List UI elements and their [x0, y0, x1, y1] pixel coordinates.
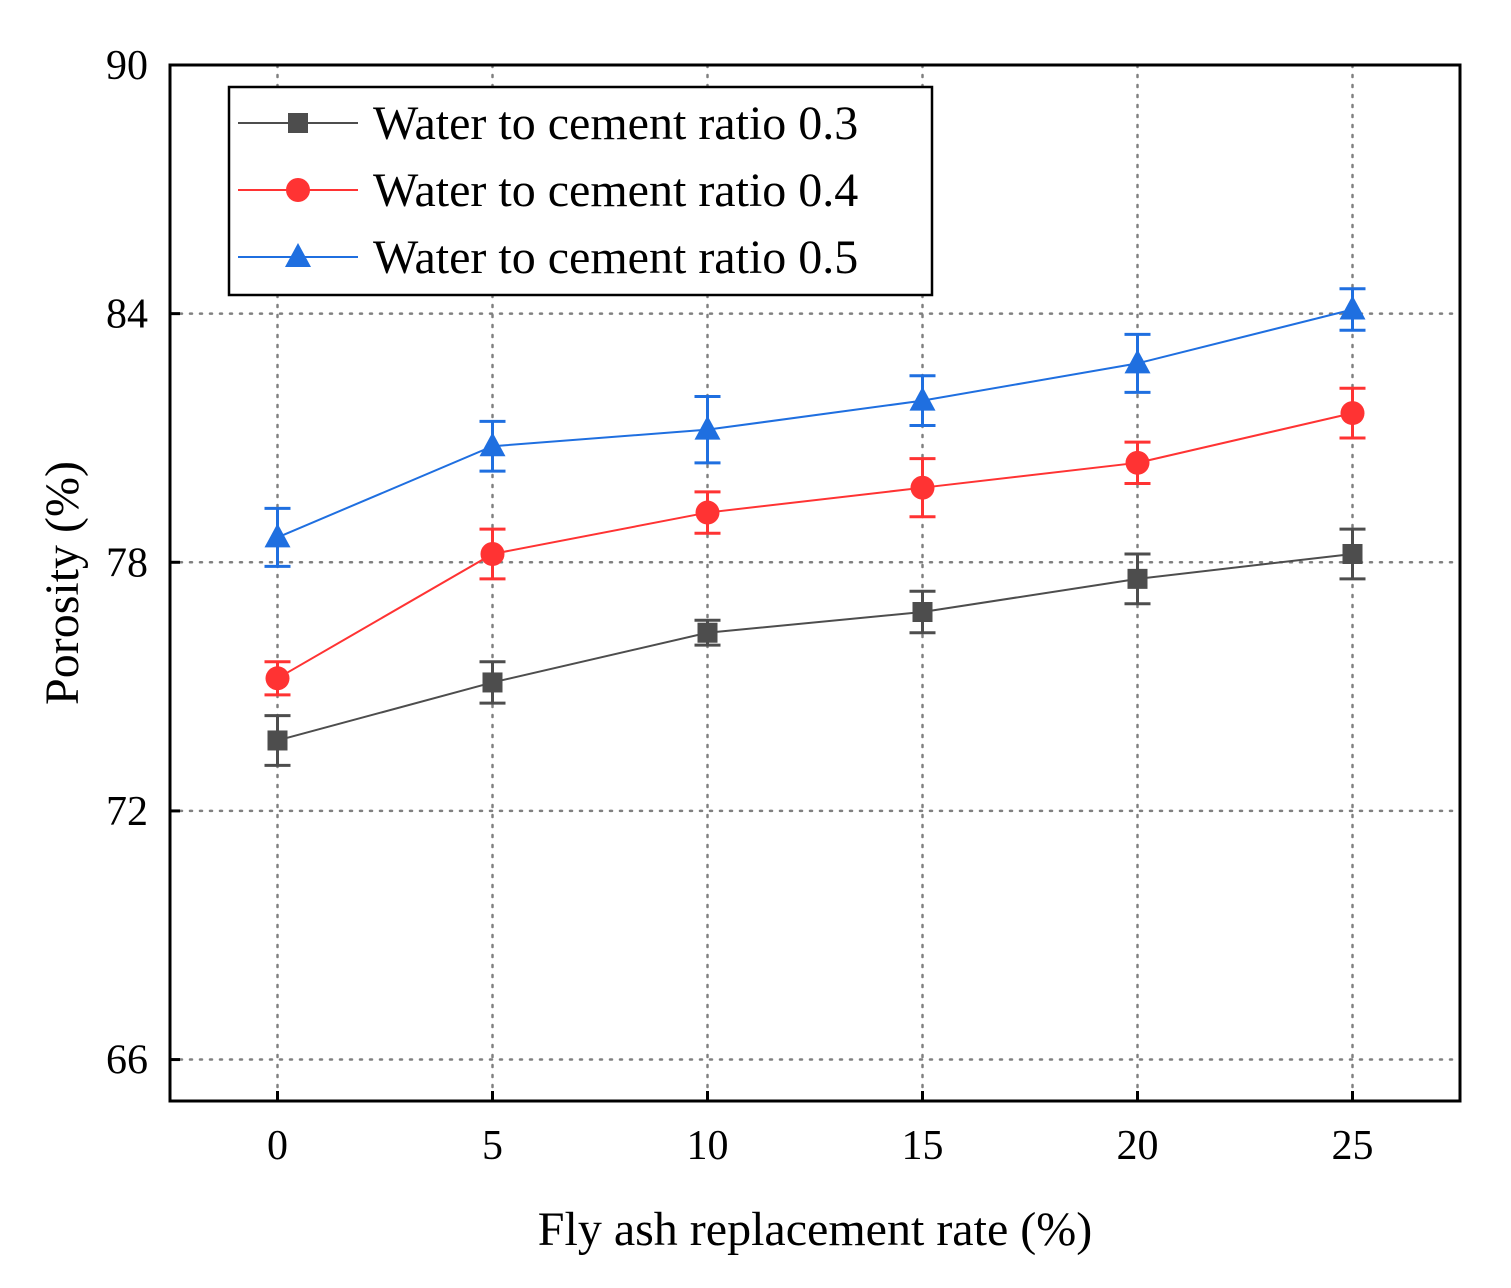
data-point	[1340, 401, 1365, 426]
data-point	[912, 602, 933, 623]
y-axis-title: Porosity (%)	[36, 461, 89, 705]
y-tick-label: 84	[106, 292, 148, 338]
x-tick-label: 25	[1332, 1123, 1374, 1169]
legend-marker	[288, 113, 308, 133]
y-tick-label: 72	[106, 789, 148, 835]
y-tick-label: 90	[106, 43, 148, 89]
data-point	[695, 500, 720, 525]
data-point	[1339, 295, 1366, 320]
series-line	[277, 308, 1353, 539]
legend-label: Water to cement ratio 0.3	[373, 97, 858, 150]
data-point	[1342, 543, 1363, 564]
axes: 0 5 10 15 20 25 66 72 78 84 90	[106, 43, 1374, 1169]
data-point	[482, 672, 503, 693]
data-point	[480, 541, 505, 566]
data-point	[909, 386, 936, 411]
series-1	[264, 527, 1366, 767]
data-point	[1124, 349, 1151, 374]
data-point	[1125, 450, 1150, 475]
series-line	[277, 552, 1353, 742]
series-2	[264, 386, 1366, 697]
series-line	[276, 412, 1353, 680]
data-point	[264, 523, 291, 548]
x-tick-label: 5	[482, 1123, 503, 1169]
data-point	[694, 415, 721, 440]
y-tick-label: 66	[106, 1038, 148, 1084]
x-tick-label: 0	[267, 1123, 288, 1169]
legend: Water to cement ratio 0.3 Water to cement…	[227, 85, 934, 297]
data-point	[697, 622, 718, 643]
x-axis-title: Fly ash replacement rate (%)	[538, 1203, 1092, 1256]
x-tick-label: 15	[902, 1123, 944, 1169]
data-point	[267, 730, 288, 751]
data-point	[1127, 568, 1148, 589]
x-tick-label: 10	[687, 1123, 729, 1169]
legend-item-3: Water to cement ratio 0.5	[238, 231, 858, 284]
data-point	[479, 432, 506, 457]
legend-label: Water to cement ratio 0.5	[373, 231, 858, 284]
legend-item-2: Water to cement ratio 0.4	[238, 164, 858, 217]
y-tick-label: 78	[106, 540, 148, 586]
legend-label: Water to cement ratio 0.4	[373, 164, 858, 217]
data-point	[910, 475, 935, 500]
plot-frame	[168, 63, 1462, 1103]
series-3	[264, 287, 1366, 568]
x-tick-label: 20	[1117, 1123, 1159, 1169]
data-point	[265, 666, 290, 691]
legend-marker	[286, 178, 310, 202]
legend-item-1: Water to cement ratio 0.3	[238, 97, 858, 150]
legend-marker	[285, 243, 311, 267]
plot-area	[264, 287, 1366, 767]
